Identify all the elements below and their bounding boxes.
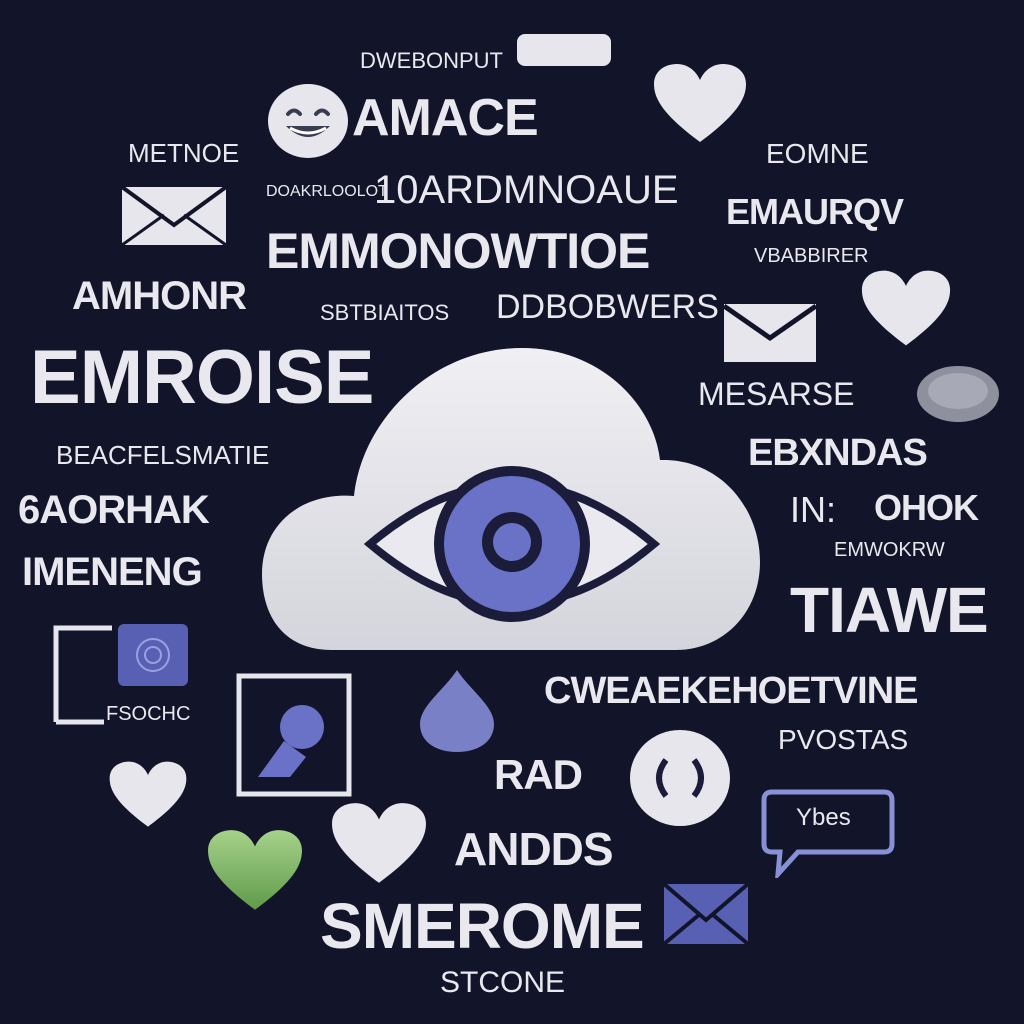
word: IMENENG bbox=[22, 550, 203, 594]
word: DOAKRLOOLOT bbox=[266, 183, 388, 200]
word: METNOE bbox=[128, 138, 240, 168]
word: SMEROME bbox=[320, 890, 645, 962]
word: CWEAEKEHOETVINE bbox=[544, 670, 918, 712]
chat-bubble-icon bbox=[760, 788, 896, 878]
word: EBXNDAS bbox=[748, 432, 928, 474]
word: FSOCHC bbox=[106, 703, 191, 725]
word: DDBOBWERS bbox=[496, 288, 719, 326]
word: TIAWE bbox=[790, 574, 989, 646]
word: EOMNE bbox=[766, 138, 869, 169]
word: OHOK bbox=[874, 487, 979, 528]
word: IN: bbox=[790, 489, 837, 530]
word: 10ARDMNOAUE bbox=[374, 168, 679, 212]
envelope-icon bbox=[722, 302, 818, 364]
word: SBTBIAITOS bbox=[320, 300, 450, 325]
word: RAD bbox=[494, 751, 583, 798]
word: EMWOKRW bbox=[834, 539, 945, 561]
word: ANDDS bbox=[454, 823, 614, 875]
word: VBABBIRER bbox=[754, 245, 869, 267]
word: STCONE bbox=[440, 966, 566, 999]
word: AMACE bbox=[352, 89, 539, 147]
pill-icon bbox=[515, 32, 613, 68]
heart-icon bbox=[652, 62, 748, 146]
green-heart-icon bbox=[206, 826, 304, 916]
person-photo-icon bbox=[236, 673, 352, 797]
eye-circle-icon bbox=[628, 728, 732, 828]
word: AMHONR bbox=[72, 274, 247, 318]
envelope-icon bbox=[662, 882, 750, 946]
heart-icon bbox=[330, 800, 428, 888]
cloud-eye-icon bbox=[262, 338, 762, 654]
location-pin-icon bbox=[418, 668, 496, 754]
word: PVOSTAS bbox=[778, 724, 909, 755]
envelope-icon bbox=[120, 185, 228, 247]
word: Ybes bbox=[796, 804, 851, 831]
word: EMROISE bbox=[30, 335, 374, 420]
word: MESARSE bbox=[698, 376, 855, 412]
smiley-icon bbox=[266, 82, 350, 160]
word: EMAURQV bbox=[726, 191, 904, 232]
word: EMMONOWTIOE bbox=[266, 223, 650, 279]
tablet-icon bbox=[52, 622, 192, 726]
coin-icon bbox=[915, 364, 1001, 424]
word: DWEBONPUT bbox=[360, 48, 503, 73]
word: 6AORHAK bbox=[18, 488, 210, 532]
heart-icon bbox=[860, 268, 952, 350]
word: BEACFELSMATIE bbox=[56, 440, 270, 470]
heart-icon bbox=[106, 760, 190, 830]
